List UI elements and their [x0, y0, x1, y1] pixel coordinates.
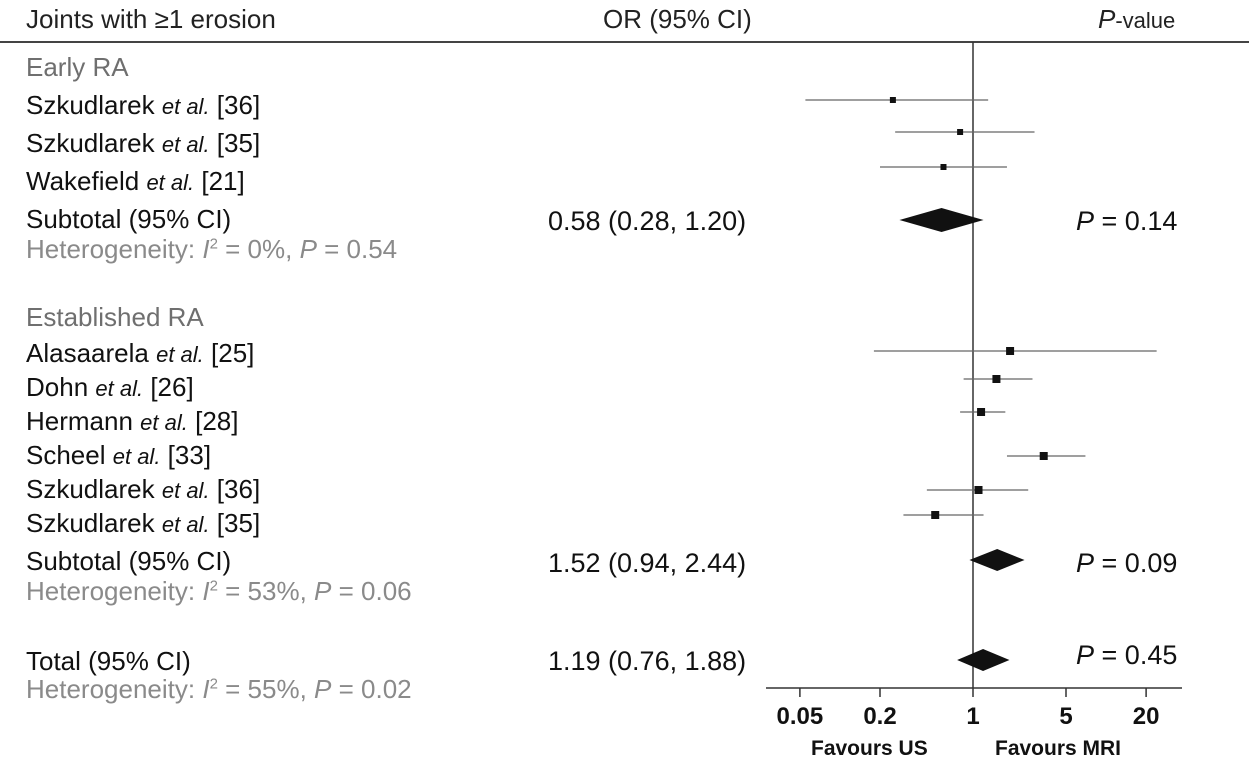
heterogeneity-text: Heterogeneity: I2 = 53%, P = 0.06 [26, 576, 412, 606]
subtotal-or-value: 0.58 (0.28, 1.20) [548, 206, 747, 236]
total-or-value: 1.19 (0.76, 1.88) [548, 646, 747, 676]
study-label: Szkudlarek et al. [35] [26, 128, 261, 158]
total-diamond [957, 649, 1010, 671]
study-point-marker [931, 511, 940, 519]
study-point-marker [977, 408, 986, 416]
x-tick-label: 0.05 [776, 703, 824, 730]
total-p-value: P = 0.45 [1076, 640, 1178, 670]
total-label: Total (95% CI) [26, 646, 191, 676]
subtotal-or-value: 1.52 (0.94, 2.44) [548, 548, 747, 578]
favours-right-label: Favours MRI [995, 737, 1122, 760]
subtotal-p-value: P = 0.09 [1076, 548, 1178, 578]
subtotal-label: Subtotal (95% CI) [26, 546, 232, 576]
subtotal-p-value: P = 0.14 [1076, 206, 1178, 236]
study-label: Hermann et al. [28] [26, 406, 239, 436]
study-point-marker [1039, 452, 1048, 460]
study-label: Wakefield et al. [21] [26, 166, 245, 196]
study-label: Szkudlarek et al. [36] [26, 474, 261, 504]
study-point-marker [974, 486, 983, 494]
column-header-pvalue: P-value [1098, 4, 1176, 34]
subtotal-diamond [899, 208, 984, 232]
x-tick-label: 0.2 [863, 703, 897, 730]
group-label-established-ra: Established RA [26, 302, 204, 332]
subtotal-label: Subtotal (95% CI) [26, 204, 232, 234]
study-label: Alasaarela et al. [25] [26, 338, 255, 368]
study-label: Szkudlarek et al. [36] [26, 90, 261, 120]
heterogeneity-text: Heterogeneity: I2 = 0%, P = 0.54 [26, 234, 398, 264]
study-point-marker [1006, 347, 1015, 355]
group-label-early-ra: Early RA [26, 52, 129, 82]
favours-left-label: Favours US [811, 737, 928, 760]
study-point-marker [889, 97, 896, 103]
study-point-marker [992, 375, 1001, 383]
x-tick-label: 20 [1132, 703, 1160, 730]
column-header-or: OR (95% CI) [603, 4, 752, 34]
x-tick-label: 1 [966, 703, 980, 730]
column-header-outcome: Joints with ≥1 erosion [26, 4, 276, 34]
study-label: Szkudlarek et al. [35] [26, 508, 261, 538]
study-label: Dohn et al. [26] [26, 372, 194, 402]
heterogeneity-text: Heterogeneity: I2 = 55%, P = 0.02 [26, 674, 412, 704]
study-point-marker [940, 164, 947, 170]
x-tick-label: 5 [1059, 703, 1073, 730]
study-point-marker [957, 129, 964, 135]
study-label: Scheel et al. [33] [26, 440, 212, 470]
subtotal-diamond [969, 549, 1025, 571]
